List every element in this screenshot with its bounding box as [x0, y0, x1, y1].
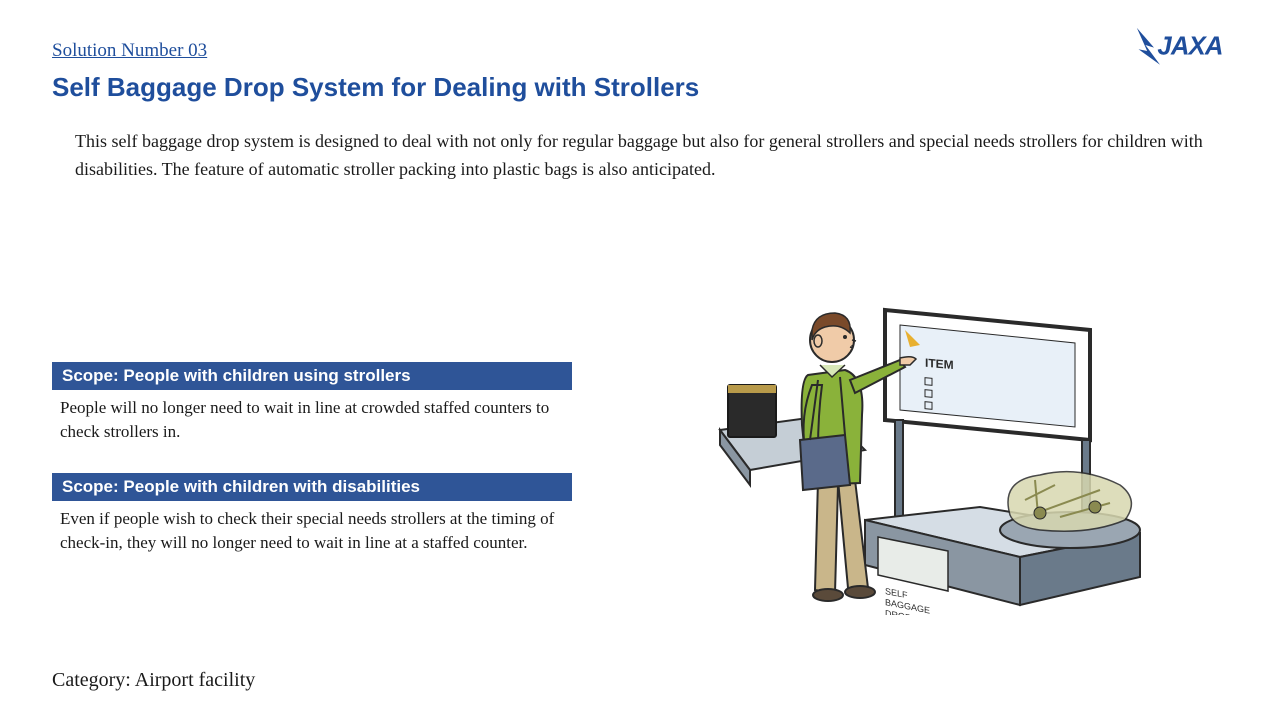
scope-block-1: Scope: People with children using stroll… [52, 362, 572, 444]
scope-header-1: Scope: People with children using stroll… [52, 362, 572, 390]
scope-header-2: Scope: People with children with disabil… [52, 473, 572, 501]
baggage-drop-illustration: ITEM SELF BAGGAGE DROP [700, 285, 1160, 615]
solution-number: Solution Number 03 [52, 40, 207, 62]
screen-item-label: ITEM [925, 356, 954, 372]
description-text: This self baggage drop system is designe… [75, 128, 1220, 184]
category-label: Category: Airport facility [52, 669, 255, 692]
scope-body-1: People will no longer need to wait in li… [52, 390, 572, 444]
page-title: Self Baggage Drop System for Dealing wit… [52, 72, 699, 103]
scope-block-2: Scope: People with children with disabil… [52, 473, 572, 555]
brand-logo: JAXA [1130, 20, 1250, 78]
wrapped-stroller-icon [1000, 472, 1140, 548]
scope-body-2: Even if people wish to check their speci… [52, 501, 572, 555]
logo-text: JAXA [1157, 32, 1222, 60]
